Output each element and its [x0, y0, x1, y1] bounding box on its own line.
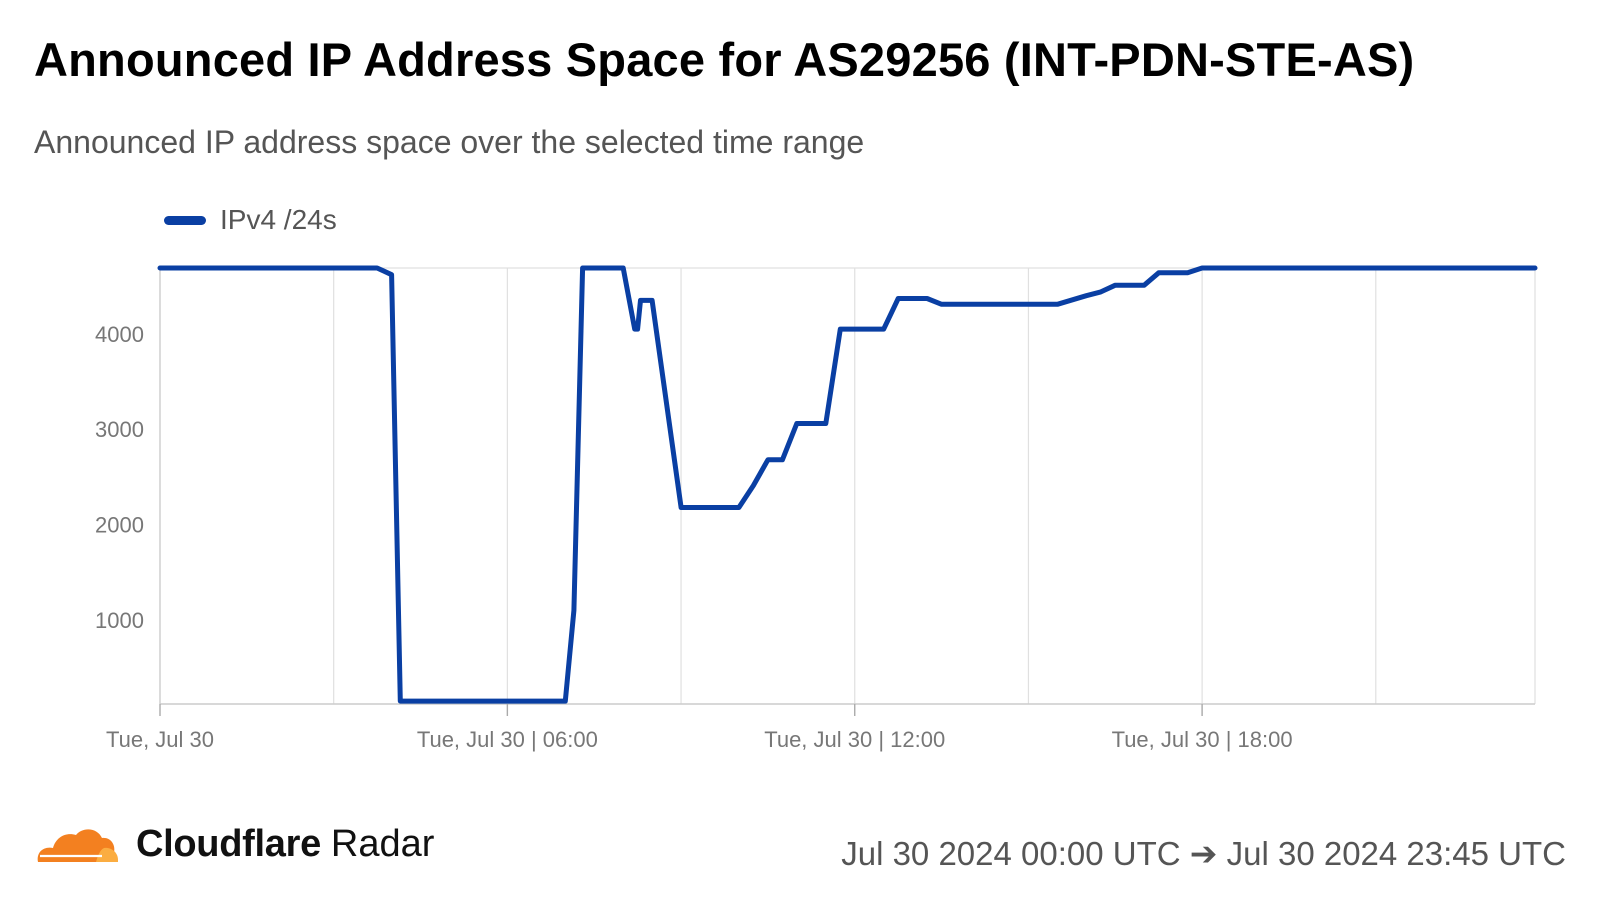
x-tick-label: Tue, Jul 30 | 06:00 [417, 727, 598, 752]
brand-logo[interactable]: Cloudflare Radar [34, 822, 434, 866]
brand-name: Cloudflare [136, 822, 321, 865]
x-tick-label: Tue, Jul 30 | 12:00 [764, 727, 945, 752]
page-title: Announced IP Address Space for AS29256 (… [34, 33, 1415, 86]
series-line [157, 265, 1538, 704]
y-tick-label: 4000 [95, 322, 144, 347]
cloudflare-cloud-icon [37, 829, 118, 862]
time-range-arrow-icon: ➔ [1189, 835, 1218, 872]
y-tick-label: 1000 [95, 608, 144, 633]
y-tick-label: 3000 [95, 417, 144, 442]
brand-product: Radar [330, 822, 435, 865]
legend-label: IPv4 /24s [220, 204, 337, 235]
x-tick-label: Tue, Jul 30 [106, 727, 214, 752]
time-range: Jul 30 2024 00:00 UTC ➔ Jul 30 2024 23:4… [841, 834, 1566, 873]
page-subtitle: Announced IP address space over the sele… [34, 124, 865, 160]
x-tick-label: Tue, Jul 30 | 18:00 [1112, 727, 1293, 752]
y-tick-label: 2000 [95, 513, 144, 538]
line-chart: 1000 2000 3000 4000 Tue, Jul 30 Tue, Jul 30 |… [95, 265, 1538, 752]
time-range-start: Jul 30 2024 00:00 UTC [841, 835, 1181, 872]
time-range-end: Jul 30 2024 23:45 UTC [1226, 835, 1566, 872]
chart-legend[interactable]: IPv4 /24s [164, 204, 337, 236]
legend-swatch [164, 215, 206, 225]
